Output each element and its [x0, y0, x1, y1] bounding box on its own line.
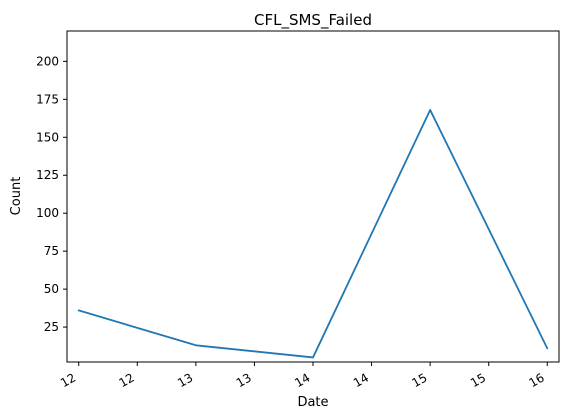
x-tick-label: 13 — [175, 370, 195, 390]
y-tick-label: 150 — [36, 130, 59, 144]
y-axis-label: Count — [9, 177, 24, 216]
x-tick-label: 12 — [117, 370, 137, 390]
series-layer — [77, 109, 549, 359]
x-tick-label: 16 — [527, 370, 547, 390]
series-line — [77, 109, 549, 359]
y-axis-ticks: 25 50 75 100 125 150 175 200 — [36, 54, 67, 334]
x-tick-label: 15 — [468, 370, 488, 390]
y-tick-label: 25 — [44, 320, 59, 334]
y-tick-label: 175 — [36, 92, 59, 106]
x-axis-ticks: 12 12 13 13 14 14 15 15 16 — [58, 362, 548, 390]
x-tick-label: 14 — [351, 370, 371, 390]
y-tick-label: 50 — [44, 282, 59, 296]
x-tick-label: 14 — [292, 370, 312, 390]
y-tick-label: 125 — [36, 168, 59, 182]
x-tick-label: 15 — [409, 370, 429, 390]
y-tick-label: 200 — [36, 54, 59, 68]
x-tick-label: 13 — [234, 370, 254, 390]
chart-title: CFL_SMS_Failed — [254, 11, 372, 30]
y-tick-label: 75 — [44, 244, 59, 258]
plot-area-frame — [66, 30, 560, 363]
x-axis-label: Date — [297, 395, 328, 410]
y-tick-label: 100 — [36, 206, 59, 220]
x-tick-label: 12 — [58, 370, 78, 390]
